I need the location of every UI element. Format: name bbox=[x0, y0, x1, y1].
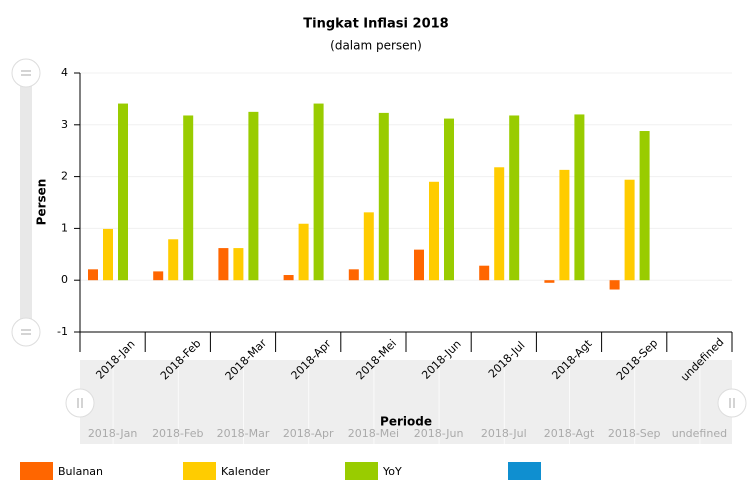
navigator-label: 2018-Sep bbox=[608, 427, 661, 440]
chart-subtitle: (dalam persen) bbox=[330, 39, 422, 53]
scroll-handle[interactable] bbox=[11, 58, 41, 88]
bar bbox=[509, 115, 520, 281]
legend-swatch bbox=[345, 462, 378, 480]
bar bbox=[639, 131, 650, 281]
y-tick-label: -1 bbox=[57, 325, 68, 338]
navigator-label: 2018-Jan bbox=[88, 427, 138, 440]
bar bbox=[479, 265, 490, 281]
legend-swatch bbox=[20, 462, 53, 480]
navigator-label: 2018-Apr bbox=[283, 427, 334, 440]
navigator-stripe bbox=[438, 360, 440, 444]
navigator-stripe bbox=[373, 360, 375, 444]
legend-label: YoY bbox=[382, 465, 402, 478]
y-tick-label: 3 bbox=[61, 118, 68, 131]
y-tick-label: 0 bbox=[61, 273, 68, 286]
navigator-stripe bbox=[177, 360, 179, 444]
scroll-handle[interactable] bbox=[65, 388, 95, 418]
navigator-stripe bbox=[634, 360, 636, 444]
bar bbox=[183, 115, 194, 281]
bar bbox=[313, 103, 324, 281]
vertical-scrollbar[interactable] bbox=[20, 73, 32, 332]
navigator-label: 2018-Feb bbox=[152, 427, 203, 440]
navigator[interactable] bbox=[80, 360, 732, 444]
bar bbox=[283, 275, 294, 281]
y-tick-label: 2 bbox=[61, 170, 68, 183]
navigator-stripe bbox=[503, 360, 505, 444]
legend-swatch bbox=[508, 462, 541, 480]
legend-label: Bulanan bbox=[58, 465, 103, 478]
navigator-label: 2018-Jun bbox=[414, 427, 464, 440]
navigator-stripe bbox=[569, 360, 570, 444]
bar bbox=[494, 167, 505, 281]
bar bbox=[348, 269, 359, 281]
bar bbox=[103, 228, 113, 281]
bar bbox=[88, 269, 98, 281]
navigator-label: undefined bbox=[672, 427, 727, 440]
x-axis-label: Periode bbox=[380, 415, 432, 429]
bar bbox=[298, 223, 309, 281]
bar bbox=[363, 212, 374, 281]
bar bbox=[429, 181, 439, 281]
bar bbox=[444, 118, 454, 281]
bar bbox=[559, 169, 570, 281]
bar bbox=[544, 280, 555, 283]
navigator-label: 2018-Jul bbox=[481, 427, 527, 440]
y-tick-label: 1 bbox=[61, 221, 68, 234]
navigator-stripe bbox=[243, 360, 244, 444]
bar bbox=[153, 271, 164, 281]
chart-title: Tingkat Inflasi 2018 bbox=[303, 17, 448, 32]
bar bbox=[118, 103, 128, 281]
navigator-stripe bbox=[112, 360, 114, 444]
legend-label: Kalender bbox=[221, 465, 270, 478]
y-axis-label: Persen bbox=[35, 179, 49, 226]
navigator-label: 2018-Mei bbox=[348, 427, 399, 440]
bar bbox=[609, 280, 620, 290]
bar bbox=[414, 249, 424, 281]
bar bbox=[574, 114, 585, 281]
navigator-stripe bbox=[308, 360, 310, 444]
bar bbox=[218, 248, 229, 281]
bar bbox=[168, 239, 179, 281]
navigator-label: 2018-Mar bbox=[217, 427, 270, 440]
navigator-stripe bbox=[699, 360, 701, 444]
bar bbox=[624, 179, 635, 281]
y-tick-label: 4 bbox=[61, 66, 68, 79]
legend-swatch bbox=[183, 462, 216, 480]
bar bbox=[378, 112, 389, 281]
bar bbox=[248, 111, 259, 281]
scroll-handle[interactable] bbox=[11, 317, 41, 347]
navigator-label: 2018-Agt bbox=[544, 427, 595, 440]
scroll-handle[interactable] bbox=[717, 388, 747, 418]
bar bbox=[233, 248, 244, 281]
